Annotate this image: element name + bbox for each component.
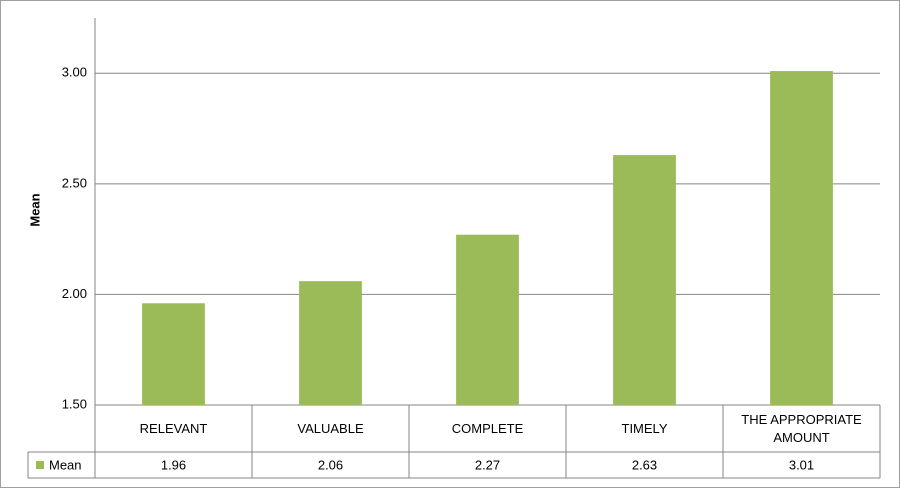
x-tick-label: RELEVANT bbox=[139, 420, 208, 436]
data-table-value: 2.27 bbox=[475, 457, 500, 472]
category-cell: VALUABLE bbox=[297, 420, 364, 436]
x-tick-label: THE APPROPRIATE AMOUNT bbox=[741, 411, 862, 445]
category-cell: COMPLETE bbox=[451, 420, 524, 436]
x-tick-label: VALUABLE bbox=[297, 420, 364, 436]
bar bbox=[299, 281, 362, 405]
category-cell: TIMELY bbox=[621, 420, 668, 436]
legend-label: Mean bbox=[49, 457, 82, 472]
data-table-value: 2.06 bbox=[318, 457, 343, 472]
bar bbox=[613, 155, 676, 405]
bar bbox=[142, 303, 205, 405]
data-table-value: 1.96 bbox=[161, 457, 186, 472]
category-cell: THE APPROPRIATE AMOUNT bbox=[741, 411, 862, 445]
data-table-value: 2.63 bbox=[632, 457, 657, 472]
y-tick-label: 2.50 bbox=[62, 175, 87, 190]
x-tick-label: COMPLETE bbox=[451, 420, 524, 436]
y-axis-title: Mean bbox=[27, 193, 42, 226]
y-tick-label: 3.00 bbox=[62, 65, 87, 80]
y-tick-label: 2.00 bbox=[62, 286, 87, 301]
bar bbox=[770, 71, 833, 406]
x-tick-label: TIMELY bbox=[621, 420, 668, 436]
legend-swatch bbox=[36, 461, 44, 469]
category-cell: RELEVANT bbox=[139, 420, 208, 436]
y-tick-label: 1.50 bbox=[62, 396, 87, 411]
data-table-value: 3.01 bbox=[789, 457, 814, 472]
bar bbox=[456, 234, 519, 405]
